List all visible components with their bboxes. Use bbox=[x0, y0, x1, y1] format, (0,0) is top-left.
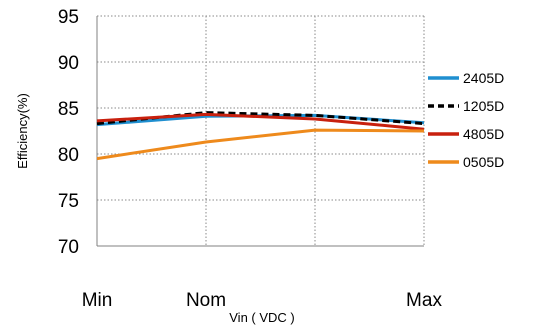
legend-label: 1205D bbox=[463, 98, 504, 114]
y-tick-labels: 70 75 80 85 90 95 bbox=[58, 7, 79, 258]
legend: 2405D 1205D 4805D 0505D bbox=[428, 70, 504, 170]
x-tick-label: Nom bbox=[186, 290, 226, 311]
x-tick-label: Min bbox=[82, 290, 113, 311]
x-tick-labels: Min Nom Max bbox=[82, 290, 443, 311]
y-tick-label: 90 bbox=[58, 53, 79, 74]
y-tick-label: 85 bbox=[58, 99, 79, 120]
series-line-4805D bbox=[96, 112, 425, 131]
legend-label: 4805D bbox=[463, 126, 504, 142]
axes bbox=[96, 16, 424, 247]
y-axis-label: Efficiency(%) bbox=[15, 93, 30, 169]
series-lines bbox=[96, 111, 425, 161]
x-tick-label: Max bbox=[406, 290, 442, 311]
y-tick-label: 95 bbox=[58, 7, 79, 28]
y-tick-label: 80 bbox=[58, 145, 79, 166]
legend-label: 2405D bbox=[463, 70, 504, 86]
legend-label: 0505D bbox=[463, 154, 504, 170]
series-line-0505D bbox=[96, 128, 425, 161]
y-tick-label: 70 bbox=[58, 237, 79, 258]
x-axis-label: Vin ( VDC ) bbox=[229, 310, 295, 325]
y-tick-label: 75 bbox=[58, 191, 79, 212]
